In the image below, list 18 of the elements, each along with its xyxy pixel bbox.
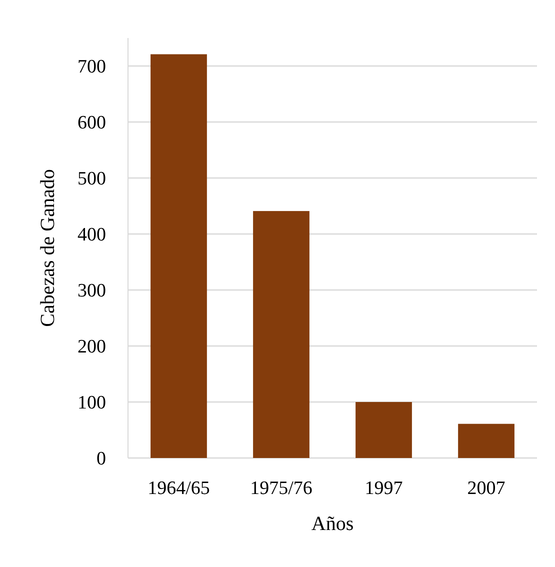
bar [458, 424, 514, 458]
y-tick-label: 300 [78, 280, 106, 302]
y-tick-label: 200 [78, 336, 106, 358]
y-tick-label: 0 [96, 448, 106, 470]
y-tick-label: 700 [78, 56, 106, 78]
y-tick-label: 500 [78, 168, 106, 190]
x-tick-label: 1964/65 [148, 478, 210, 499]
y-axis-title: Cabezas de Ganado [37, 169, 59, 327]
x-tick-label: 1975/76 [250, 478, 312, 499]
y-tick-label: 400 [78, 224, 106, 246]
y-tick-label: 100 [78, 392, 106, 414]
y-tick-label: 600 [78, 112, 106, 134]
bar [253, 211, 310, 458]
x-axis-title: Años [311, 513, 354, 535]
bar [150, 54, 207, 458]
x-tick-label: 1997 [364, 478, 403, 499]
bar [356, 402, 412, 458]
x-tick-label: 2007 [467, 478, 506, 499]
